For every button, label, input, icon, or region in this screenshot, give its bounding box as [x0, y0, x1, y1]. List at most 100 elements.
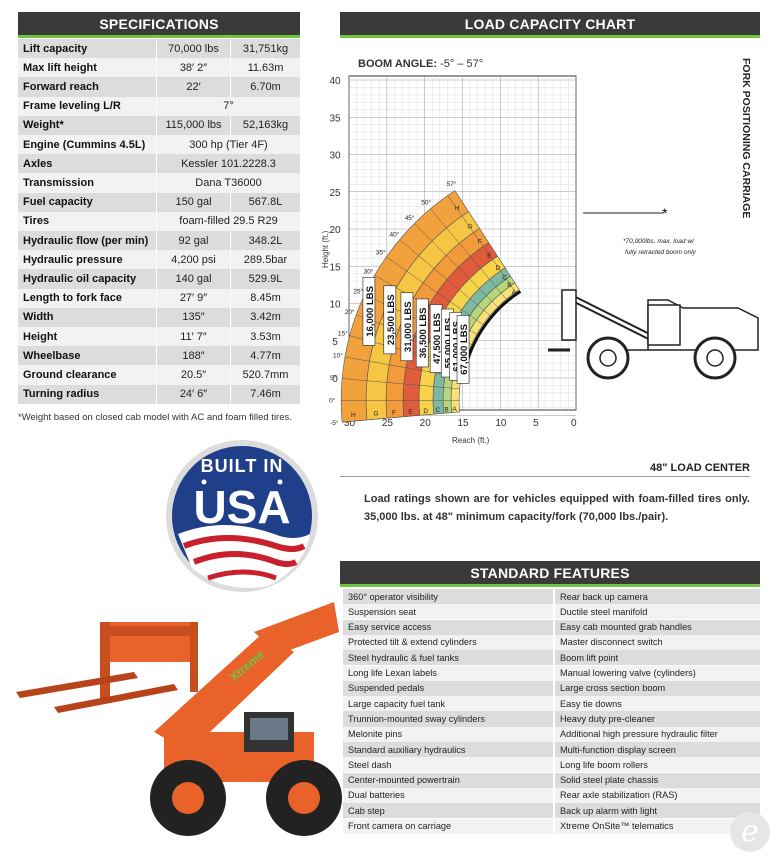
feature-item: Dual batteries: [343, 787, 553, 804]
feature-item: Long life Lexan labels: [343, 665, 553, 681]
zone-letter-bottom: C: [435, 407, 440, 414]
spec-value-metric: 520.7mm: [230, 365, 300, 385]
capacity-label-group: 31,000 LBS: [400, 292, 414, 362]
spec-label: Hydraulic oil capacity: [23, 272, 137, 285]
feature-item: Cab step: [343, 803, 553, 819]
spec-label: Weight*: [23, 119, 64, 132]
spec-value-imperial: 70,000 lbs: [156, 39, 230, 59]
spec-value-metric: 8.45m: [230, 288, 300, 308]
angle-line: [342, 378, 460, 390]
capacity-label: 23,500 LBS: [386, 294, 397, 345]
zone-letter-bottom: D: [423, 408, 428, 415]
features-header: STANDARD FEATURES: [340, 561, 760, 587]
spec-value-imperial: 20.5″: [156, 365, 230, 385]
angle-label: 57°: [447, 180, 457, 188]
angle-label: 40°: [389, 231, 399, 239]
spec-row: Turning radius 24′ 6″ 7.46m: [18, 384, 300, 404]
zone-letter-bottom: G: [373, 411, 378, 418]
spec-label: Transmission: [23, 176, 94, 189]
spec-value-imperial: 92 gal: [156, 231, 230, 251]
zone-letter-top: H: [455, 205, 460, 212]
feature-item: Steel dash: [343, 757, 553, 773]
angle-label: 50°: [421, 199, 431, 207]
feature-item: Easy tie downs: [555, 696, 760, 712]
feature-item: Rear axle stabilization (RAS): [555, 787, 760, 804]
e-logo-icon: e: [741, 814, 759, 849]
zone-letter-top: E: [487, 252, 492, 259]
capacity-label: 36,500 LBS: [418, 308, 429, 359]
specifications-header: SPECIFICATIONS: [18, 12, 300, 38]
zone-letter-top: C: [502, 275, 507, 282]
spec-row: Weight* 115,000 lbs 52,163kg: [18, 115, 300, 135]
badge-line2: USA: [193, 481, 291, 533]
spec-value-metric: 31,751kg: [230, 39, 300, 59]
spec-value-imperial: 150 gal: [156, 192, 230, 212]
feature-item: Center-mounted powertrain: [343, 772, 553, 788]
capacity-label-group: 16,000 LBS: [362, 277, 376, 346]
spec-label: Max lift height: [23, 61, 97, 74]
capacity-label: 31,000 LBS: [403, 301, 414, 352]
angle-label: 25°: [353, 287, 363, 295]
weight-footnote: *Weight based on closed cab model with A…: [18, 412, 292, 423]
spec-value-imperial: 11′ 7″: [156, 327, 230, 347]
spec-value-metric: 3.42m: [230, 307, 300, 327]
spec-value-metric: 11.63m: [230, 58, 300, 78]
angle-line: [399, 239, 491, 316]
spec-value-imperial: 4,200 psi: [156, 250, 230, 270]
angle-label: 30°: [364, 267, 374, 275]
spec-label: Frame leveling L/R: [23, 100, 121, 113]
spec-value: 7°: [156, 96, 300, 116]
spec-label: Wheelbase: [23, 349, 81, 362]
spec-value-metric: 4.77m: [230, 346, 300, 366]
angle-label: -5°: [330, 419, 339, 427]
feature-item: Melonite pins: [343, 726, 553, 742]
spec-row: Forward reach 22′ 6.70m: [18, 77, 300, 97]
spec-row: Transmission Dana T36000: [18, 173, 300, 193]
asterisk-marker: *: [662, 205, 668, 221]
x-axis-label: Reach (ft.): [452, 436, 490, 445]
y-tick-label: 0: [332, 374, 338, 385]
spec-row: Fuel capacity 150 gal 567.8L: [18, 192, 300, 212]
spec-row: Length to fork face 27′ 9″ 8.45m: [18, 288, 300, 308]
load-chart-title: LOAD CAPACITY CHART: [464, 16, 636, 32]
feature-item: Easy cab mounted grab handles: [555, 619, 760, 635]
spec-value-metric: 567.8L: [230, 192, 300, 212]
spec-label: Width: [23, 311, 54, 324]
spec-value-metric: 7.46m: [230, 384, 300, 404]
feature-item: Back up alarm with light: [555, 803, 760, 819]
angle-label: 15°: [338, 330, 348, 338]
y-tick-label: 5: [332, 337, 338, 348]
spec-value-metric: 52,163kg: [230, 115, 300, 135]
angle-line: [342, 411, 460, 423]
spec-value: Kessler 101.2228.3: [156, 154, 300, 174]
spec-label: Fuel capacity: [23, 196, 93, 209]
spec-value-metric: 6.70m: [230, 77, 300, 97]
spec-value-metric: 289.5bar: [230, 250, 300, 270]
spec-value-imperial: 115,000 lbs: [156, 115, 230, 135]
feature-item: Large cross section boom: [555, 680, 760, 696]
feature-item: Master disconnect switch: [555, 634, 760, 651]
y-tick-label: 10: [329, 300, 341, 311]
feature-item: Additional high pressure hydraulic filte…: [555, 726, 760, 742]
load-center-label: 48" LOAD CENTER: [650, 462, 750, 474]
spec-value-metric: 529.9L: [230, 269, 300, 289]
spec-row: Frame leveling L/R 7°: [18, 96, 300, 116]
fork-positioning-carriage-label: FORK POSITIONING CARRIAGE: [740, 58, 752, 219]
feature-item: Suspended pedals: [343, 680, 553, 696]
spec-value-imperial: 27′ 9″: [156, 288, 230, 308]
capacity-label-box: [415, 298, 429, 368]
capacity-label-box: [383, 285, 397, 355]
feature-item: Large capacity fuel tank: [343, 696, 553, 712]
y-axis-label: Height (ft.): [321, 230, 330, 268]
x-tick-label: 20: [420, 418, 432, 429]
spec-value-imperial: 135″: [156, 307, 230, 327]
spec-value-metric: 3.53m: [230, 327, 300, 347]
feature-item: Multi-function display screen: [555, 742, 760, 758]
capacity-label-box: [456, 315, 470, 384]
spec-value: 300 hp (Tier 4F): [156, 135, 300, 155]
feature-item: Boom lift point: [555, 650, 760, 666]
spec-label: Length to fork face: [23, 292, 123, 305]
spec-value: Dana T36000: [156, 173, 300, 193]
chart-labels: 57° 50° 45° 40° 35° 30° 25° 20° 15° 10° 5° 0° -5° H H G…: [329, 180, 517, 427]
zone-letter-bottom: B: [444, 407, 448, 414]
